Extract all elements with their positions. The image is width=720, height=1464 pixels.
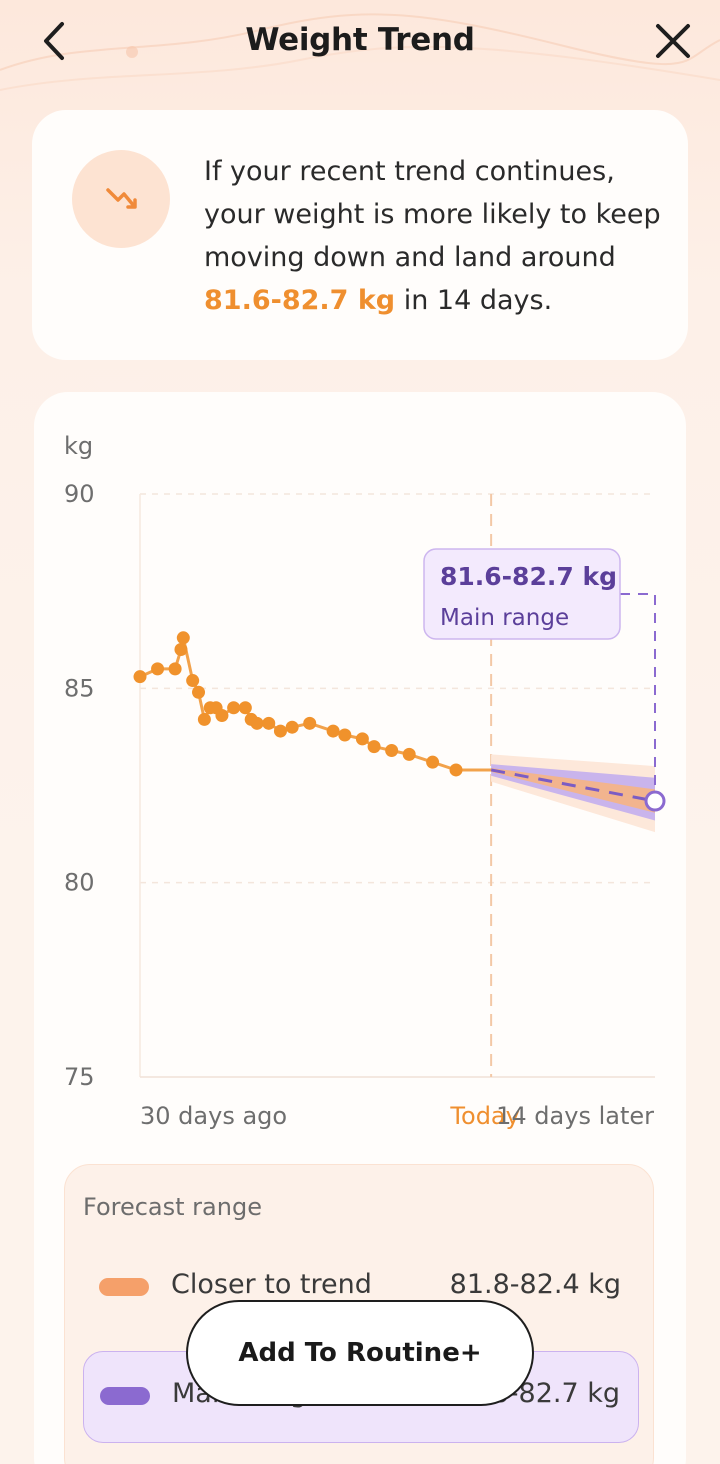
forecast-summary-text: If your recent trend continues, your wei… [204, 150, 664, 322]
data-point [176, 631, 190, 645]
data-point [197, 712, 211, 726]
legend-swatch [100, 1387, 150, 1405]
data-point [285, 720, 299, 734]
add-to-routine-button[interactable]: Add To Routine+ [186, 1300, 534, 1406]
page-title: Weight Trend [245, 22, 475, 58]
data-point [192, 685, 206, 699]
legend-row-closer-to-trend[interactable]: Closer to trend 81.8-82.4 kg [83, 1243, 639, 1335]
data-point [168, 662, 182, 676]
x-tick-label: 14 days later [496, 1102, 654, 1130]
y-axis-unit: kg [64, 432, 93, 460]
data-point [367, 740, 381, 754]
summary-text-part: in 14 days. [395, 285, 553, 316]
back-button[interactable] [38, 20, 78, 64]
tooltip-value: 81.6-82.7 kg [440, 562, 617, 591]
forecast-median-line [490, 768, 656, 803]
forecast-closer-band [491, 768, 655, 813]
y-tick-label: 90 [64, 480, 95, 508]
forecast-highlight: 81.6-82.7 kg [204, 285, 396, 316]
legend-value: 81.8-82.4 kg [449, 1269, 621, 1300]
data-point [238, 701, 252, 715]
y-tick-label: 85 [64, 674, 95, 702]
tooltip-connector [620, 593, 656, 790]
tooltip-box [423, 548, 621, 640]
data-point [262, 716, 276, 730]
trend-badge [72, 150, 170, 248]
trend-down-icon [106, 188, 137, 209]
x-tick-label: 30 days ago [140, 1102, 287, 1130]
forecast-end-point [644, 790, 666, 812]
legend-swatch [99, 1278, 149, 1296]
data-point [250, 716, 264, 730]
forecast-summary-card: If your recent trend continues, your wei… [32, 110, 688, 360]
data-point [385, 744, 399, 758]
legend-label: Closer to trend [171, 1269, 372, 1300]
data-point [338, 728, 352, 742]
x-tick-label-today: Today [449, 1102, 519, 1130]
data-point [355, 732, 369, 746]
decorative-background-lines [0, 13, 720, 91]
legend-title: Forecast range [83, 1193, 262, 1221]
actual-weight-line [139, 636, 492, 772]
y-tick-label: 80 [64, 869, 95, 897]
data-point [151, 662, 165, 676]
data-point [402, 747, 416, 761]
weight-trend-chart: kg 90 85 80 75 81.6-82.7 kg Main range 30 days … [64, 432, 666, 1130]
close-icon [656, 24, 690, 58]
data-point [174, 642, 188, 656]
header: Weight Trend [0, 0, 720, 84]
data-point [227, 701, 241, 715]
close-button[interactable] [652, 20, 694, 62]
y-tick-label: 75 [64, 1063, 95, 1091]
tooltip-label: Main range [440, 605, 569, 631]
chevron-left-icon [44, 22, 64, 60]
data-point [186, 674, 200, 688]
summary-text-part: If your recent trend continues, your wei… [204, 156, 661, 273]
data-point [273, 724, 287, 738]
data-point [133, 670, 147, 684]
data-point [326, 724, 340, 738]
data-point [449, 763, 463, 777]
data-point [215, 709, 229, 723]
data-point [303, 716, 317, 730]
data-point [426, 755, 440, 769]
